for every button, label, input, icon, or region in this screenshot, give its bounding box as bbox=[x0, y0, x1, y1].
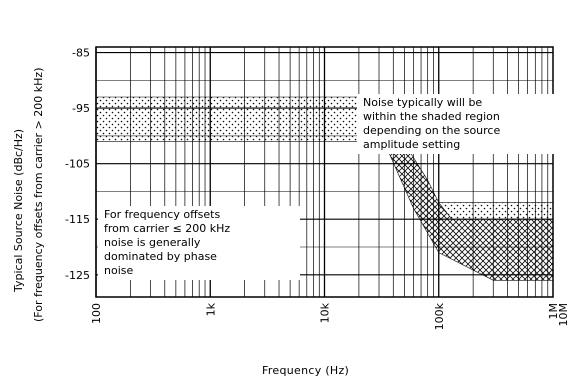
y-tick-label: -125 bbox=[65, 269, 90, 282]
y-tick-label: -85 bbox=[72, 47, 90, 60]
x-axis-label: Frequency (Hz) bbox=[262, 364, 350, 377]
x-tick-label: 1k bbox=[204, 302, 217, 316]
y-tick-label: -115 bbox=[65, 213, 90, 226]
y-tick-label: -95 bbox=[72, 102, 90, 115]
y-tick-label: -105 bbox=[65, 158, 90, 171]
x-tick-label: 10k bbox=[319, 302, 332, 323]
x-tick-label-partial: 10M bbox=[557, 303, 570, 327]
annotation-shaded-region: Noise typically will be within the shade… bbox=[357, 94, 555, 154]
x-tick-label: 100 bbox=[90, 303, 103, 324]
plot-area-frame bbox=[95, 46, 554, 298]
annotation-phase-noise: For frequency offsets from carrier ≤ 200… bbox=[98, 206, 300, 280]
x-tick-label: 1M bbox=[547, 303, 560, 320]
x-tick-label: 100k bbox=[433, 302, 446, 330]
